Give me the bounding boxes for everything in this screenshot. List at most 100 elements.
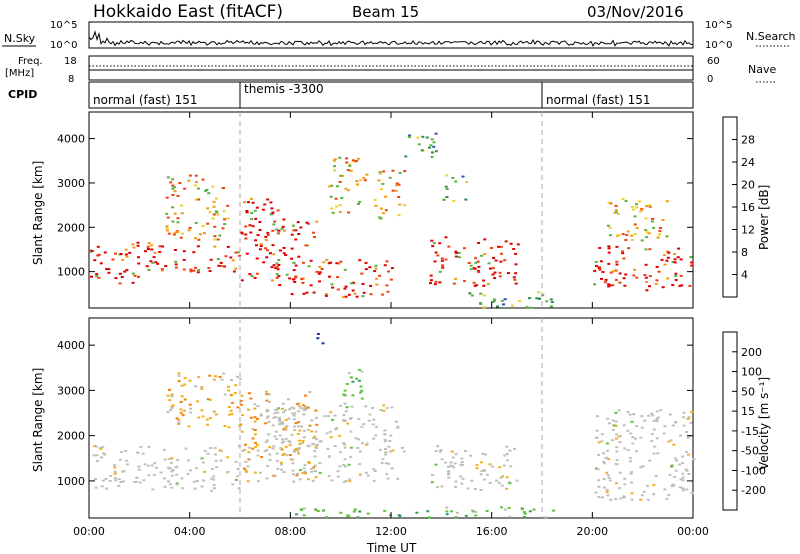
data-cell — [313, 464, 317, 467]
data-cell — [595, 265, 598, 268]
data-cell — [266, 198, 270, 201]
data-cell — [179, 236, 183, 239]
data-cell — [434, 450, 438, 453]
data-cell — [250, 212, 254, 215]
data-cell — [117, 478, 121, 481]
data-cell — [279, 447, 283, 450]
data-cell — [254, 244, 258, 247]
data-cell — [440, 257, 444, 260]
data-cell — [360, 425, 364, 428]
data-cell — [342, 393, 346, 396]
data-cell — [276, 411, 280, 414]
data-cell — [685, 488, 689, 491]
data-cell — [183, 409, 186, 412]
data-cell — [223, 223, 227, 226]
data-cell — [298, 469, 302, 471]
data-cell — [296, 433, 300, 435]
data-cell — [258, 229, 262, 231]
data-cell — [622, 495, 626, 498]
data-cell — [390, 267, 394, 270]
data-cell — [282, 428, 286, 431]
data-cell — [261, 208, 265, 211]
data-cell — [128, 251, 132, 254]
data-cell — [141, 452, 145, 455]
data-cell — [284, 419, 288, 421]
data-cell — [313, 469, 317, 472]
data-cell — [672, 443, 676, 446]
data-cell — [295, 448, 299, 451]
data-cell — [166, 411, 170, 414]
data-cell — [673, 475, 677, 478]
data-cell — [206, 452, 210, 455]
data-cell — [432, 141, 436, 144]
data-cell — [251, 447, 255, 450]
data-cell — [685, 469, 689, 472]
data-cell — [213, 447, 217, 449]
data-cell — [240, 394, 244, 397]
data-cell — [224, 255, 228, 258]
data-cell — [628, 413, 632, 416]
data-cell — [686, 436, 690, 439]
nave-label: Nave — [748, 63, 776, 76]
data-cell — [633, 215, 637, 218]
data-cell — [183, 187, 187, 190]
data-cell — [244, 237, 248, 240]
data-cell — [282, 252, 286, 255]
data-cell — [315, 447, 319, 449]
data-cell — [379, 188, 383, 191]
data-cell — [295, 403, 299, 406]
data-cell — [147, 268, 151, 271]
data-cell — [371, 423, 375, 426]
data-cell — [316, 333, 320, 335]
data-cell — [220, 378, 224, 381]
y-tick-label: 2000 — [57, 430, 85, 443]
data-cell — [464, 514, 468, 517]
data-cell — [675, 459, 679, 462]
data-cell — [459, 463, 463, 466]
data-cell — [597, 479, 601, 482]
data-cell — [621, 252, 625, 255]
data-cell — [188, 174, 192, 177]
data-cell — [170, 461, 173, 464]
data-cell — [274, 430, 278, 433]
data-cell — [304, 405, 307, 408]
data-cell — [383, 429, 387, 432]
data-cell — [251, 201, 255, 204]
data-cell — [360, 370, 364, 373]
data-cell — [188, 379, 192, 382]
data-cell — [275, 228, 279, 231]
data-cell — [153, 251, 157, 254]
data-cell — [632, 274, 636, 277]
data-cell — [429, 144, 433, 147]
data-cell — [152, 256, 156, 259]
data-cell — [174, 260, 178, 263]
data-cell — [270, 207, 274, 210]
data-cell — [315, 270, 319, 273]
data-cell — [253, 407, 257, 410]
data-cell — [227, 426, 231, 429]
data-cell — [514, 263, 518, 266]
data-cell — [212, 410, 216, 413]
data-cell — [203, 470, 206, 473]
data-cell — [523, 512, 527, 515]
data-cell — [685, 431, 689, 433]
data-cell — [118, 458, 122, 461]
data-cell — [372, 479, 376, 482]
data-cell — [648, 205, 652, 208]
data-cell — [599, 260, 603, 263]
data-cell — [253, 276, 257, 279]
data-cell — [617, 212, 620, 215]
data-cell — [604, 457, 608, 459]
data-cell — [374, 204, 378, 207]
data-cell — [330, 207, 334, 210]
data-cell — [379, 207, 383, 210]
data-cell — [338, 156, 342, 159]
data-cell — [328, 275, 331, 278]
data-cell — [395, 184, 399, 187]
data-cell — [201, 178, 205, 181]
data-cell — [208, 417, 212, 420]
nsky-label: N.Sky — [4, 32, 36, 45]
data-cell — [256, 449, 260, 452]
data-cell — [394, 420, 398, 423]
data-cell — [450, 510, 454, 513]
